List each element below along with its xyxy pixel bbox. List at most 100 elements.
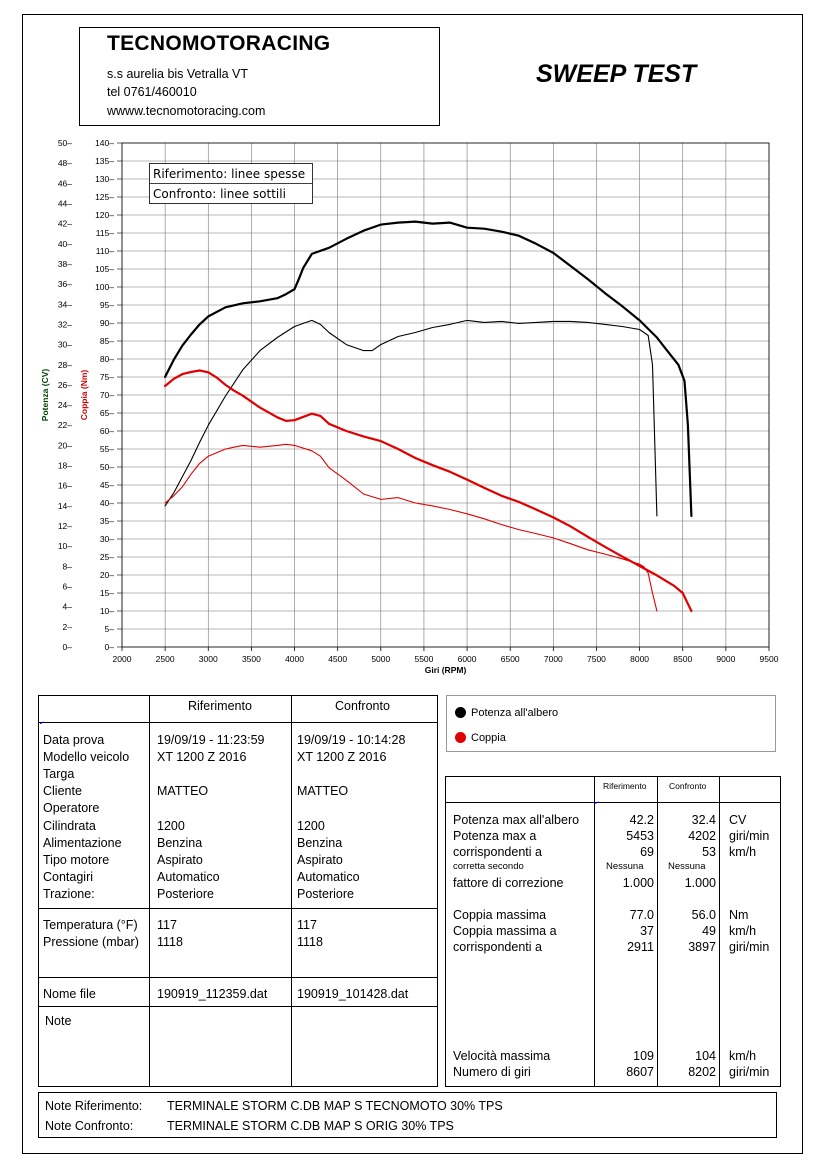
company-name: TECNOMOTORACING	[107, 32, 331, 55]
power-tick-label: 28–	[58, 360, 72, 370]
result-cmp-power_rpm: 4202	[688, 829, 716, 843]
company-address: s.s aurelia bis Vetralla VT	[107, 67, 249, 81]
company-website: wwww.tecnomotoracing.com	[107, 104, 266, 118]
ref-file-name: 190919_112359.dat	[157, 987, 268, 1001]
info-label: Contagiri	[43, 870, 94, 884]
result-cmp-corrected: Nessuna	[668, 861, 706, 872]
result-ref-max_speed: 109	[633, 1049, 654, 1063]
info-cmp-value: Benzina	[297, 836, 343, 850]
plot-border	[121, 142, 770, 648]
result-ref-power_rpm: 5453	[626, 829, 654, 843]
torque-tick-label: 90–	[100, 318, 114, 328]
power-tick-label: 40–	[58, 239, 72, 249]
power-tick-label: 24–	[58, 400, 72, 410]
notes-ref-label: Note Riferimento:	[45, 1099, 143, 1113]
torque-tick-label: 15–	[100, 588, 114, 598]
cmp-pressure: 1118	[297, 935, 323, 949]
info-cmp-value: 1200	[297, 819, 325, 833]
torque-tick-label: 45–	[100, 480, 114, 490]
torque-tick-label: 85–	[100, 336, 114, 346]
notes-ref-row: Note Riferimento: TERMINALE STORM C.DB M…	[45, 1099, 503, 1113]
info-label: Data prova	[43, 733, 105, 747]
torque-tick-label: 120–	[95, 210, 114, 220]
x-tick-label: 8000	[630, 654, 649, 664]
power-tick-label: 18–	[58, 461, 72, 471]
x-tick-label: 6500	[501, 654, 520, 664]
result-unit-max_rpm: giri/min	[729, 1065, 770, 1079]
torque-axis-title: Coppia (Nm)	[79, 370, 89, 421]
x-tick-label: 7500	[587, 654, 606, 664]
result-cmp-max_torque: 56.0	[691, 908, 716, 922]
legend-item-torque: Coppia	[455, 732, 506, 744]
power-tick-label: 2–	[63, 622, 73, 632]
x-tick-label: 2000	[113, 654, 132, 664]
power-tick-label: 0–	[63, 642, 73, 652]
info-label: Trazione:	[43, 887, 95, 901]
result-cmp-power_speed: 53	[702, 845, 716, 859]
page-frame	[22, 14, 803, 1154]
info-label: Operatore	[43, 801, 100, 815]
result-label-corrected: corretta secondo	[453, 861, 524, 872]
torque-tick-label: 50–	[100, 462, 114, 472]
label-file-name: Nome file	[43, 987, 96, 1001]
result-cmp-max_power: 32.4	[691, 813, 716, 827]
company-phone: tel 0761/460010	[107, 85, 197, 99]
power-tick-label: 22–	[58, 420, 72, 430]
notes-ref-value: TERMINALE STORM C.DB MAP S TECNOMOTO 30%…	[167, 1099, 503, 1113]
torque-tick-label: 125–	[95, 192, 114, 202]
torque-tick-label: 30–	[100, 534, 114, 544]
result-unit-torque_rpm: giri/min	[729, 940, 770, 954]
info-ref-value: XT 1200 Z 2016	[157, 750, 247, 764]
result-label-max_torque: Coppia massima	[453, 908, 547, 922]
torque-tick-label: 75–	[100, 372, 114, 382]
torque-tick-label: 110–	[96, 246, 115, 256]
label-pressure: Pressione (mbar)	[43, 935, 139, 949]
legend-dot-torque	[455, 732, 466, 743]
torque-tick-label: 25–	[100, 552, 114, 562]
power-tick-label: 32–	[58, 319, 72, 329]
result-cmp-max_rpm: 8202	[688, 1065, 716, 1079]
power-tick-label: 20–	[58, 440, 72, 450]
x-tick-label: 6000	[458, 654, 477, 664]
torque-tick-label: 130–	[95, 174, 114, 184]
info-cmp-value: Automatico	[297, 870, 360, 884]
result-label-max_rpm: Numero di giri	[453, 1065, 531, 1079]
result-label-torque_speed: Coppia massima a	[453, 924, 557, 938]
x-tick-label: 3500	[242, 654, 261, 664]
result-unit-max_torque: Nm	[729, 908, 749, 922]
result-ref-torque_rpm: 2911	[627, 940, 654, 954]
dyno-chart: 2000 2500 3000 3500 4000 4500 5000 5500 6000 6500…	[40, 138, 779, 675]
x-axis-title: Giri (RPM)	[425, 665, 467, 675]
ref-temperature: 117	[157, 918, 177, 932]
result-label-max_power: Potenza max all'albero	[453, 813, 580, 827]
x-tick-label: 8500	[673, 654, 692, 664]
info-ref-value: Automatico	[157, 870, 220, 884]
result-unit-power_speed: km/h	[729, 845, 757, 859]
info-header-cmp: Confronto	[335, 699, 390, 713]
info-label: Tipo motore	[43, 853, 110, 867]
result-label-power_speed: corrispondenti a	[453, 845, 542, 859]
torque-tick-label: 55–	[100, 444, 114, 454]
info-label: Alimentazione	[43, 836, 122, 850]
series-line-2	[164, 369, 693, 613]
power-tick-label: 30–	[58, 340, 72, 350]
result-unit-max_speed: km/h	[729, 1049, 757, 1063]
x-tick-label: 3000	[199, 654, 218, 664]
result-unit-power_rpm: giri/min	[729, 829, 770, 843]
torque-tick-label: 135–	[95, 156, 114, 166]
power-tick-label: 4–	[63, 602, 73, 612]
results-header-ref: Riferimento	[603, 781, 647, 791]
legend-power-label: Potenza all'albero	[471, 707, 559, 719]
result-ref-corrected: Nessuna	[606, 861, 644, 872]
info-ref-value: MATTEO	[157, 784, 209, 798]
info-header-ref: Riferimento	[188, 699, 252, 713]
power-tick-label: 44–	[58, 198, 72, 208]
info-cmp-value: MATTEO	[297, 784, 349, 798]
torque-tick-label: 65–	[100, 408, 114, 418]
notes-cmp-label: Note Confronto:	[45, 1119, 134, 1133]
result-label-power_rpm: Potenza max a	[453, 829, 537, 843]
power-tick-label: 12–	[58, 521, 72, 531]
torque-tick-label: 70–	[100, 390, 114, 400]
torque-tick-label: 140–	[95, 138, 114, 148]
notes-cmp-row: Note Confronto: TERMINALE STORM C.DB MAP…	[45, 1119, 454, 1133]
